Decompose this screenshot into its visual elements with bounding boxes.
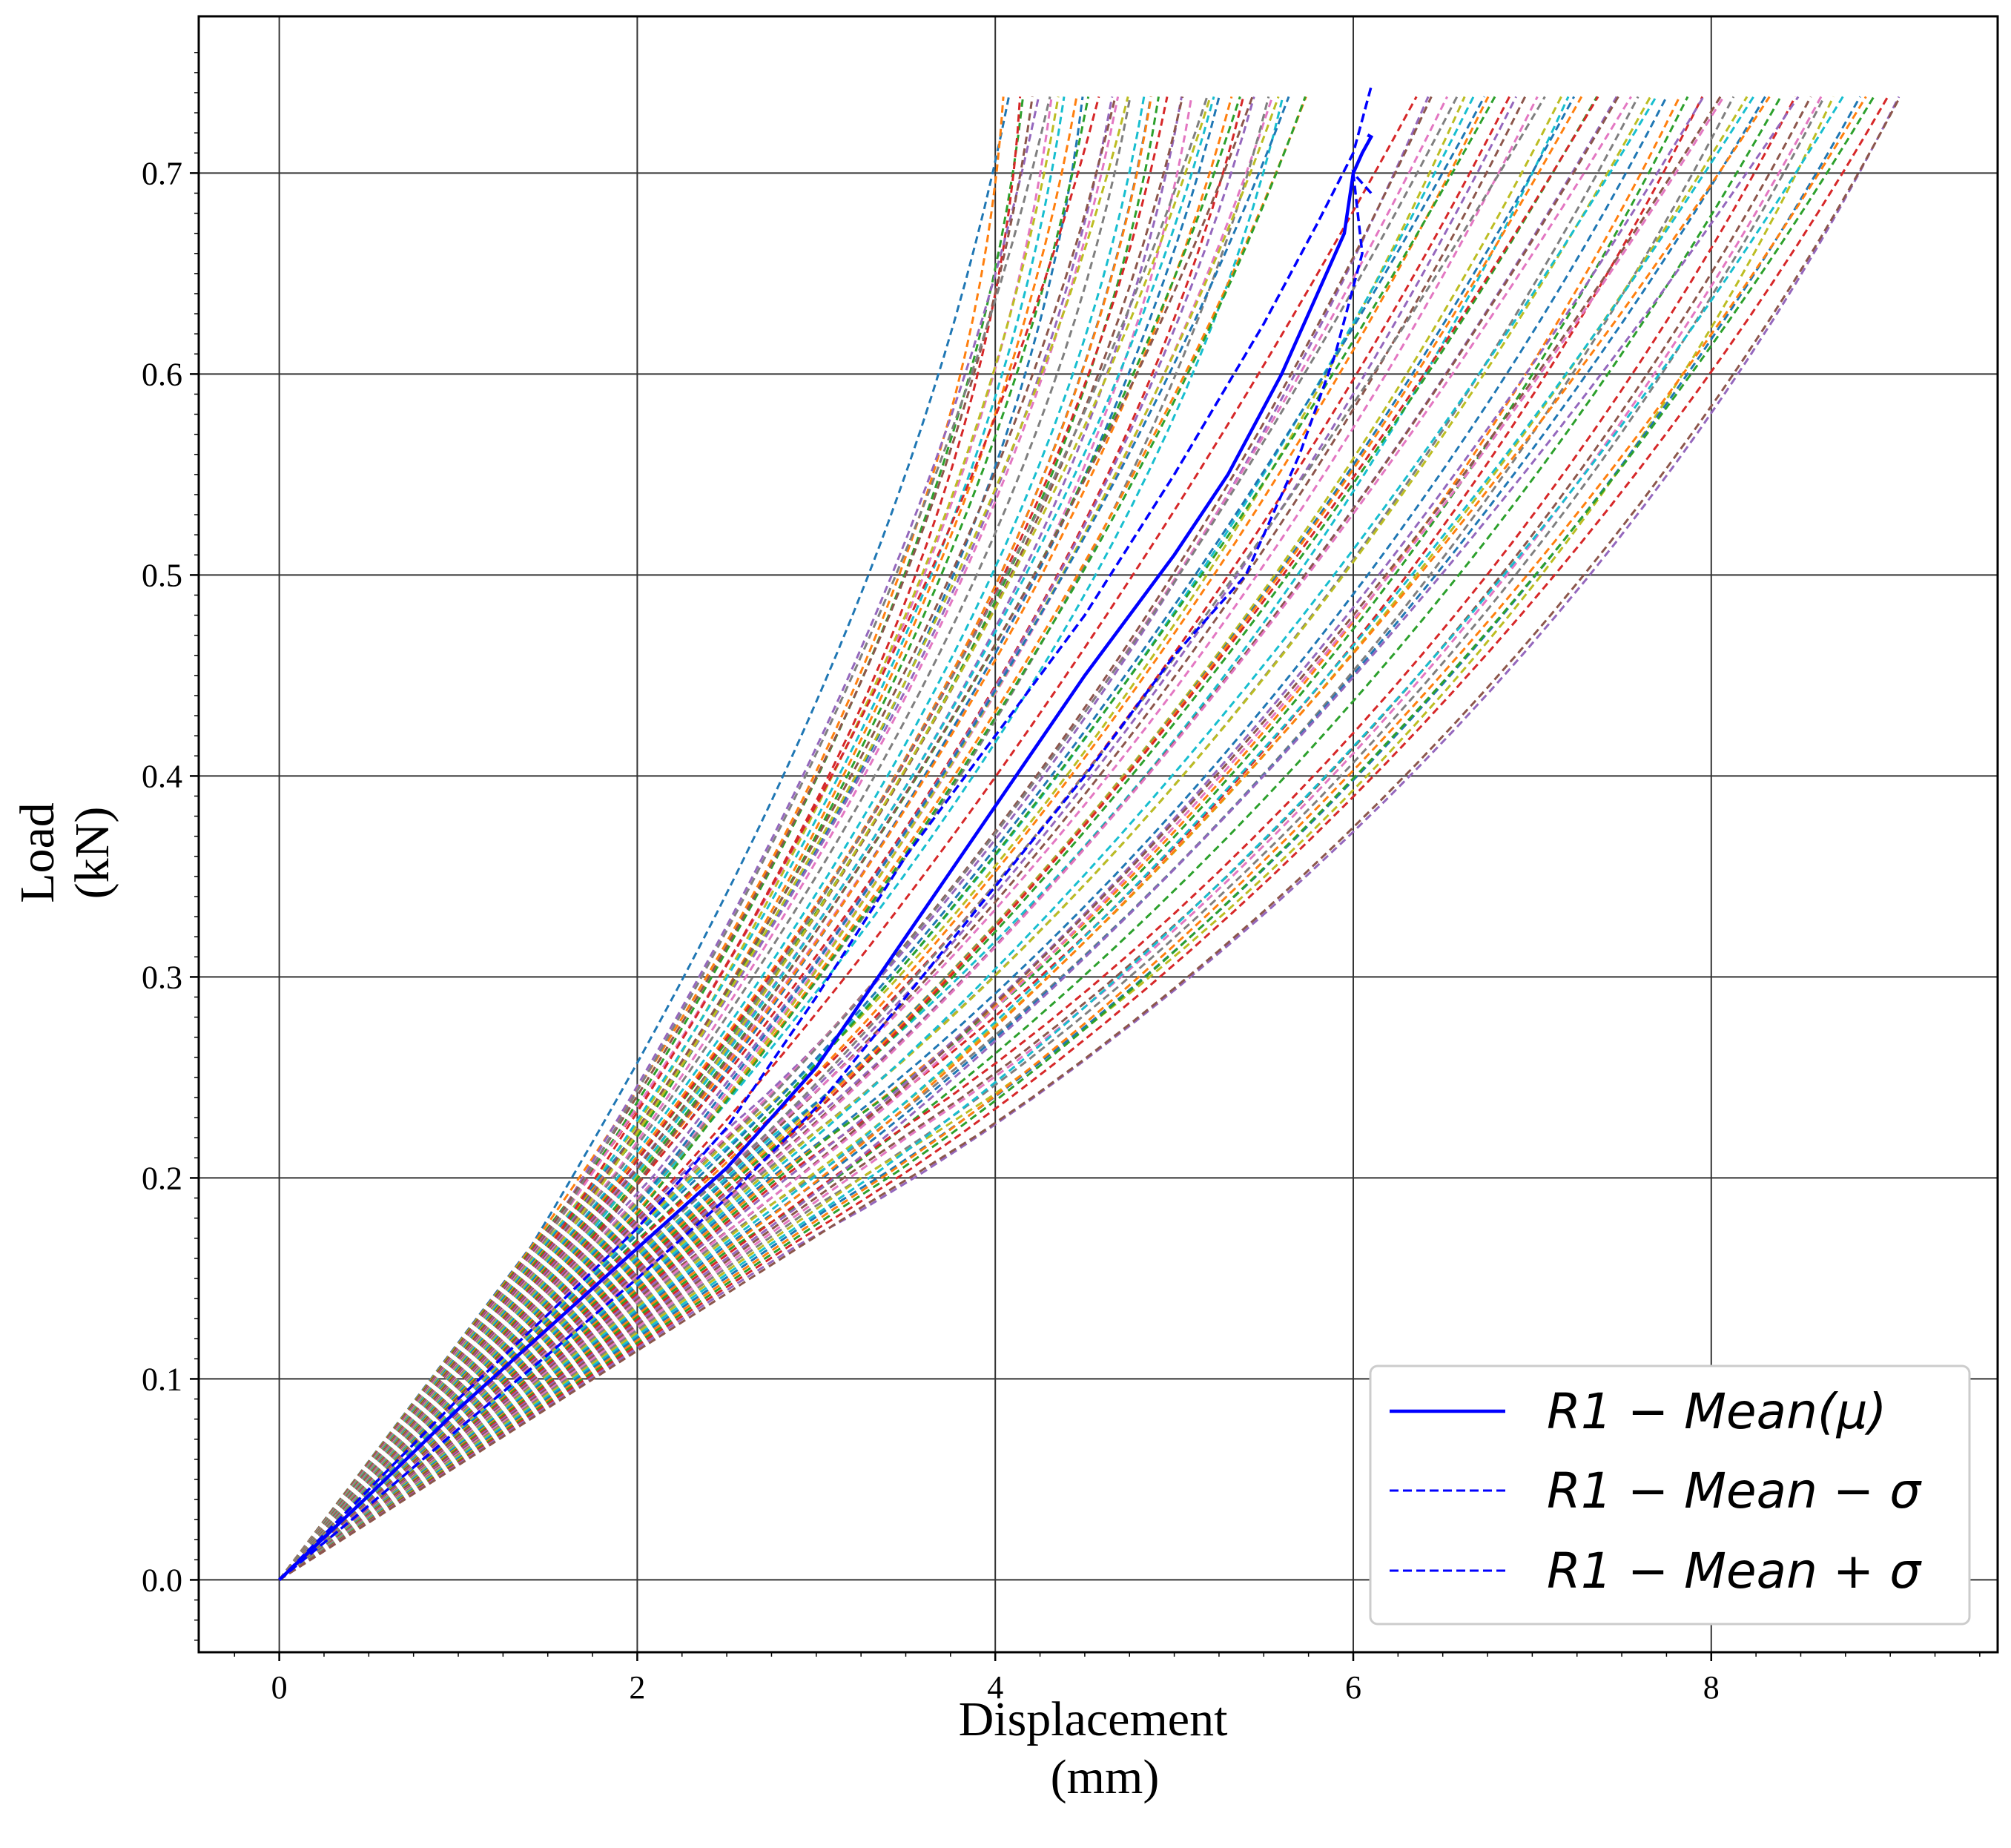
sample-curve xyxy=(278,96,1307,1581)
sample-curve xyxy=(278,96,1284,1581)
sample-curve xyxy=(278,96,1486,1581)
legend-plus-sigma-label: R1 − Mean + σ xyxy=(1547,1542,1922,1600)
sample-curve xyxy=(278,96,1681,1581)
sample-curve xyxy=(278,96,1689,1581)
sample-curve xyxy=(278,96,1657,1581)
sample-curve xyxy=(278,96,1570,1581)
x-axis-title-line2: (mm) xyxy=(1051,1750,1160,1804)
sample-curve xyxy=(278,96,1652,1581)
sample-curve xyxy=(278,96,1867,1581)
y-axis-title-line2: (kN) xyxy=(65,807,119,900)
y-tick-label: 0.6 xyxy=(142,356,182,392)
y-axis-title-line1: Load xyxy=(10,802,65,903)
sample-curve xyxy=(278,96,1598,1581)
series-line-2 xyxy=(278,169,1373,1581)
x-tick-label: 2 xyxy=(629,1669,645,1706)
x-tick-label: 6 xyxy=(1345,1669,1361,1706)
sample-curve xyxy=(278,96,1307,1581)
y-tick-label: 0.0 xyxy=(142,1562,182,1598)
y-tick-label: 0.1 xyxy=(142,1361,182,1397)
sample-curve xyxy=(278,96,1496,1581)
sample-curve xyxy=(278,96,1490,1581)
sample-curve xyxy=(278,96,1090,1581)
y-tick-label: 0.2 xyxy=(142,1160,182,1196)
sample-curve xyxy=(278,96,1725,1581)
x-tick-label: 4 xyxy=(987,1669,1003,1706)
sample-curve xyxy=(278,96,1117,1581)
sample-curve xyxy=(278,96,1619,1581)
legend-box xyxy=(1369,1364,1971,1626)
sample-curve xyxy=(278,96,1433,1581)
sample-curve xyxy=(278,96,1418,1581)
series-line-1 xyxy=(278,86,1373,1581)
y-tick-label: 0.7 xyxy=(142,155,182,191)
x-tick-label: 0 xyxy=(271,1669,288,1706)
plot-frame xyxy=(197,15,1999,1654)
sample-curve xyxy=(278,96,1255,1581)
sample-curve xyxy=(278,96,1771,1581)
sample-curve xyxy=(278,96,1749,1581)
legend-mean-label: R1 − Mean(μ) xyxy=(1547,1383,1886,1440)
y-tick-label: 0.5 xyxy=(142,557,182,593)
sample-curve xyxy=(278,96,1078,1581)
sample-curve xyxy=(278,96,1100,1581)
sample-curve xyxy=(278,96,1782,1581)
sample-curve xyxy=(278,96,1539,1581)
sample-curve xyxy=(278,96,1668,1581)
sample-curve xyxy=(278,96,1114,1581)
sample-curve xyxy=(278,96,1184,1581)
main-series xyxy=(278,86,1374,1582)
sample-curve xyxy=(278,96,1209,1581)
sample-curve xyxy=(278,96,1875,1581)
y-tick-label: 0.4 xyxy=(142,758,182,794)
legend-minus-sigma-label: R1 − Mean − σ xyxy=(1547,1462,1922,1519)
sample-curve xyxy=(278,96,1722,1581)
sample-curve xyxy=(278,96,1889,1581)
sample-curve xyxy=(278,96,1844,1581)
sample-curve xyxy=(278,96,1797,1581)
sample-curve xyxy=(278,96,1215,1581)
sample-curve xyxy=(278,96,1274,1581)
sample-curve xyxy=(278,96,1084,1581)
legend: R1 − Mean(μ) R1 − Mean − σ R1 − Mean + σ xyxy=(1369,1364,1971,1626)
sample-curve xyxy=(278,96,1755,1581)
sample-curve xyxy=(278,96,1475,1581)
sample-curve xyxy=(278,96,1254,1581)
sample-curve xyxy=(278,96,1823,1581)
sample-curve xyxy=(278,96,1704,1581)
sample-curve xyxy=(278,96,1826,1581)
sample-curves xyxy=(278,96,1901,1581)
sample-curve xyxy=(278,96,1270,1581)
sample-curve xyxy=(278,96,1901,1581)
sample-curve xyxy=(278,96,1583,1581)
sample-curve xyxy=(278,96,1835,1581)
sample-curve xyxy=(278,96,1901,1581)
x-axis-title-line1: Displacement xyxy=(959,1692,1228,1746)
sample-curve xyxy=(278,96,1705,1581)
axis-ticks: 0 2 4 6 8 0.0 0.1 0.2 0.3 0.4 0.5 0.6 0.7 xyxy=(142,52,1981,1706)
sample-curve xyxy=(278,96,1430,1581)
y-tick-label: 0.3 xyxy=(142,959,182,995)
sample-curve xyxy=(278,96,1632,1581)
sample-curve xyxy=(278,96,1800,1581)
x-tick-label: 8 xyxy=(1703,1669,1720,1706)
